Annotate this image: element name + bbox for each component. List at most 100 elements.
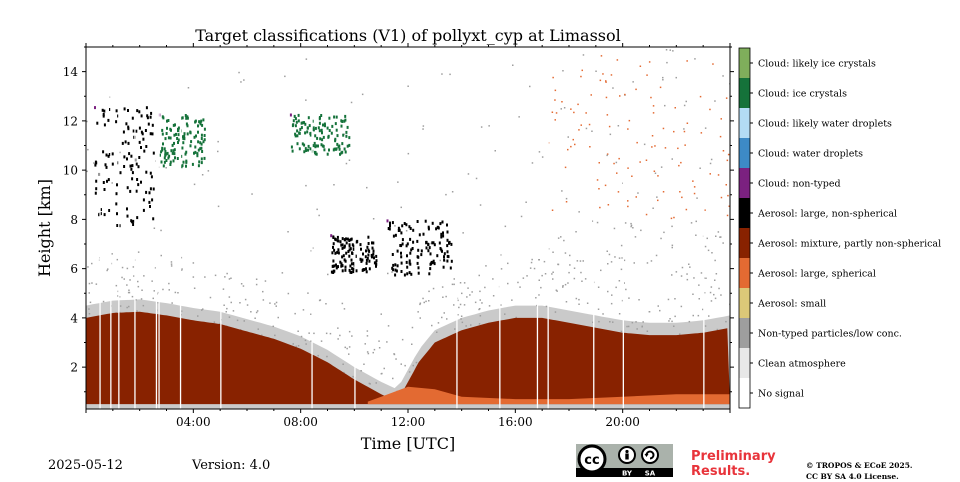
- noise-pixel: [407, 85, 409, 87]
- cloud-pixel: [183, 137, 186, 141]
- cloud-pixel: [391, 266, 394, 270]
- cc-icon: [577, 444, 607, 474]
- noise-pixel: [363, 363, 365, 365]
- x-tick-label: 08:00: [283, 415, 318, 429]
- cloud-pixel: [401, 238, 404, 242]
- noise-pixel: [478, 274, 480, 277]
- cloud-pixel: [443, 258, 446, 262]
- cloud-pixel: [196, 154, 199, 158]
- cloud-pixel: [149, 132, 152, 136]
- noise-pixel: [457, 314, 459, 316]
- noise-pixel: [681, 266, 684, 269]
- noise-pixel: [177, 292, 179, 294]
- cloud-pixel: [198, 120, 201, 124]
- colorbar-frame: [738, 47, 751, 409]
- noise-pixel: [584, 278, 587, 280]
- noise-pixel: [242, 285, 245, 287]
- noise-pixel: [445, 295, 447, 298]
- noise-pixel: [451, 191, 454, 193]
- noise-pixel: [140, 298, 143, 300]
- noise-pixel: [250, 311, 252, 313]
- noise-pixel: [552, 76, 554, 79]
- aerosol-mixture-layer: [86, 311, 730, 405]
- cloud-pixel: [328, 116, 331, 120]
- cloud-pixel: [324, 124, 326, 128]
- noise-pixel: [525, 201, 527, 203]
- noise-pixel: [341, 302, 344, 305]
- cloud-pixel: [337, 239, 340, 243]
- data-gap: [118, 47, 120, 409]
- cloud-pixel: [181, 146, 184, 150]
- noise-pixel: [230, 301, 232, 304]
- noise-pixel: [222, 288, 225, 290]
- cloud-pixel: [95, 187, 98, 191]
- cloud-pixel: [300, 121, 303, 125]
- cloud-pixel: [401, 242, 404, 246]
- cloud-pixel: [180, 165, 183, 169]
- cloud-pixel: [432, 241, 435, 245]
- noise-pixel: [275, 301, 278, 304]
- noise-pixel: [714, 259, 716, 262]
- cloud-pixel: [323, 148, 326, 152]
- cloud-pixel: [348, 143, 351, 147]
- noise-pixel: [719, 135, 722, 138]
- cloud-pixel: [346, 237, 349, 241]
- colorbar-label: Cloud: water droplets: [758, 149, 863, 160]
- class-colorbar: Cloud: likely ice crystals Cloud: ice cry…: [738, 47, 941, 409]
- noise-pixel: [224, 276, 226, 278]
- cloud-pixel: [367, 242, 370, 245]
- noise-pixel: [256, 310, 259, 312]
- cloud-pixel: [301, 142, 304, 146]
- data-gap: [622, 47, 624, 409]
- cloud-pixel: [335, 147, 338, 151]
- noise-pixel: [677, 147, 679, 150]
- cloud-pixel: [371, 241, 373, 245]
- noise-pixel: [652, 112, 655, 114]
- cloud-pixel: [341, 255, 344, 259]
- noise-pixel: [606, 250, 608, 252]
- noise-pixel: [180, 269, 183, 271]
- cloud-pixel: [365, 258, 368, 262]
- noise-pixel: [294, 312, 296, 315]
- cloud-pixel: [198, 160, 201, 164]
- noise-pixel: [91, 282, 93, 284]
- cloud-pixel: [165, 159, 168, 162]
- cloud-pixel: [126, 186, 129, 190]
- cloud-pixel: [132, 223, 135, 226]
- cloud-pixel: [199, 122, 202, 126]
- cloud-pixel: [375, 254, 378, 258]
- cloud-pixel: [443, 252, 446, 256]
- cloud-pixel: [126, 157, 128, 161]
- cloud-pixel: [199, 147, 202, 151]
- cloud-pixel: [307, 148, 309, 152]
- cloud-pixel: [340, 262, 343, 266]
- noise-pixel: [600, 269, 602, 272]
- cloud-pixel: [348, 244, 351, 248]
- cloud-pixel: [345, 251, 348, 255]
- noise-pixel: [621, 257, 623, 259]
- cloud-pixel: [149, 115, 152, 119]
- noise-pixel: [453, 283, 455, 286]
- noise-pixel: [657, 175, 659, 177]
- cloud-pixel: [436, 254, 439, 258]
- colorbar-swatch: [739, 48, 750, 78]
- noise-pixel: [327, 273, 329, 276]
- noise-pixel: [674, 298, 676, 300]
- noise-pixel: [387, 272, 389, 275]
- cloud-pixel: [334, 139, 337, 143]
- cloud-pixel: [163, 160, 166, 164]
- noise-pixel: [639, 65, 642, 67]
- cloud-pixel: [180, 116, 183, 120]
- cloud-pixel: [145, 106, 148, 110]
- cloud-pixel: [341, 237, 344, 241]
- cloud-pixel: [334, 238, 337, 242]
- noise-pixel: [141, 289, 143, 291]
- noise-pixel: [102, 300, 105, 303]
- cloud-pixel: [412, 240, 415, 244]
- noise-pixel: [313, 332, 315, 335]
- noise-pixel: [562, 70, 564, 72]
- noise-pixel: [346, 347, 348, 350]
- cloud-pixel: [199, 120, 202, 124]
- noise-pixel: [596, 179, 599, 181]
- noise-pixel: [238, 71, 240, 74]
